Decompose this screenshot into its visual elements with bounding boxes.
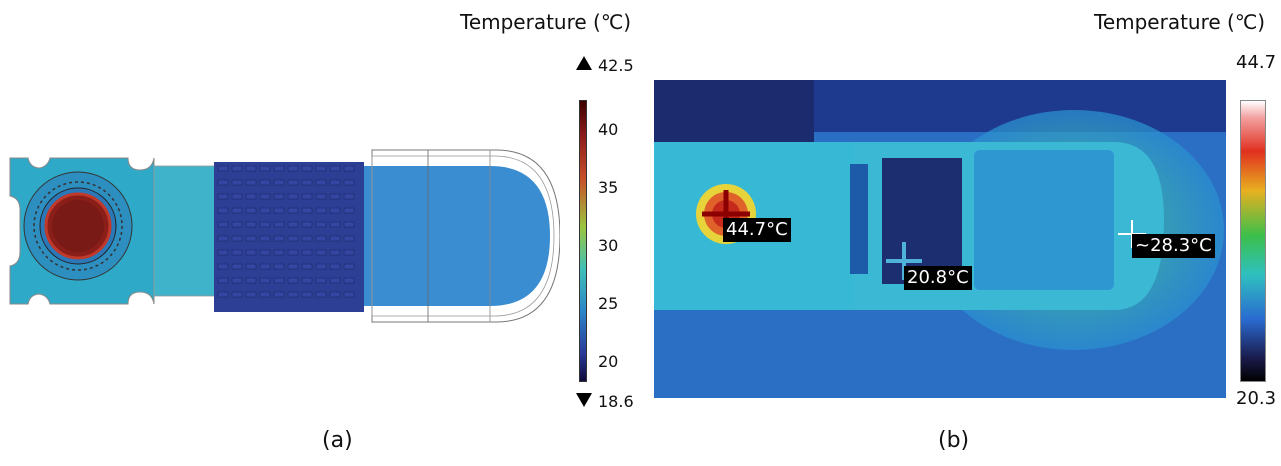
tick-20: 20 [598,352,619,371]
tick-30: 30 [598,236,619,255]
rounded-end [364,166,550,306]
heatsink-fins [217,165,355,298]
down-triangle-icon [576,393,592,407]
up-triangle-icon [576,56,592,70]
colorbar-title-b: Temperature (℃) [1094,10,1266,34]
cool-marker-label: 20.8°C [904,266,972,290]
colorbar-max-b: 44.7 [1236,52,1277,73]
simulation-heatmap [9,149,560,323]
mid-marker-label: ~28.3°C [1132,234,1215,258]
colorbar-max-a: 42.5 [598,56,634,75]
hot-marker-label: 44.7°C [723,218,791,242]
caption-a: (a) [322,428,353,453]
colorbar-title-a: Temperature (℃) [460,10,632,34]
tick-35: 35 [598,178,619,197]
colorbar-min-b: 20.3 [1236,388,1277,409]
middle-strip [154,166,216,296]
colorbar-b [1240,100,1266,382]
colorbar-a [579,100,587,382]
caption-b: (b) [938,428,970,453]
tick-40: 40 [598,120,619,139]
colorbar-min-a: 18.6 [598,392,634,411]
tick-25: 25 [598,294,619,313]
